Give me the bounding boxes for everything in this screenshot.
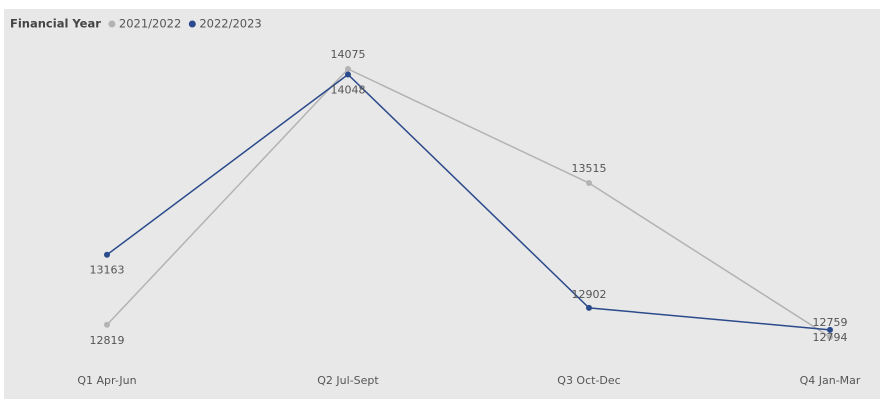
data-label: 12819 [90,334,125,347]
data-point [104,251,110,258]
legend-title: Financial Year [10,17,101,31]
data-label: 14075 [331,48,366,61]
legend-label: 2021/2022 [119,17,181,31]
legend-marker [108,20,116,28]
data-label: 12759 [813,316,848,329]
data-label: 12794 [813,331,848,344]
x-tick-label: Q3 Oct-Dec [557,374,620,387]
data-point [345,66,351,72]
series-line [106,68,831,338]
data-point [586,180,592,187]
x-tick-label: Q2 Jul-Sept [317,374,379,387]
data-label: 14048 [331,83,366,96]
x-tick-label: Q4 Jan-Mar [800,374,861,387]
series-line [106,73,831,331]
data-point [586,304,592,311]
x-tick-label: Q1 Apr-Jun [77,374,136,387]
data-point [827,334,833,340]
data-label: 12902 [572,288,607,301]
data-point [827,326,833,333]
legend-label: 2022/2023 [199,17,261,31]
legend-marker [188,20,196,28]
data-point [104,321,110,328]
plot-background [4,9,880,399]
data-label: 13163 [90,264,125,277]
data-point [345,71,351,78]
data-label: 13515 [572,162,607,175]
